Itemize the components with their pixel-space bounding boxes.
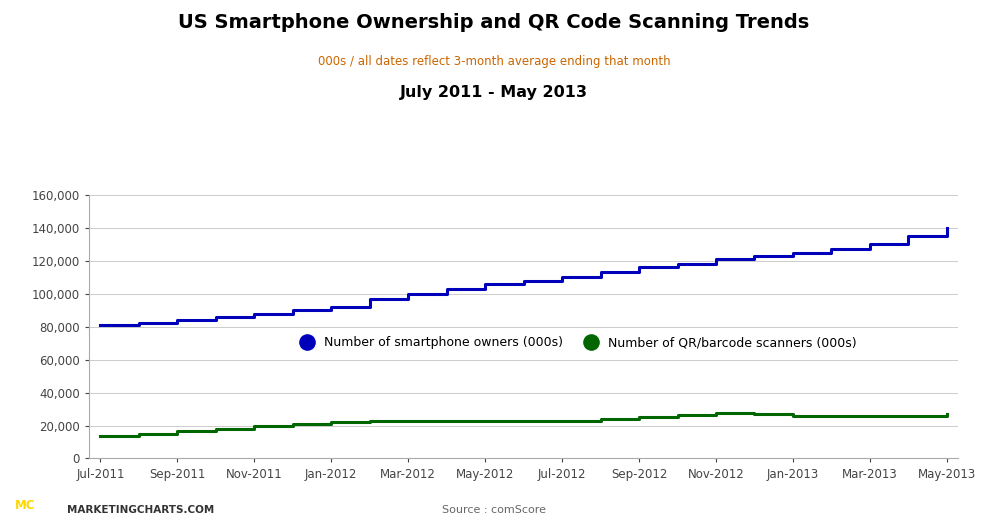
Text: 000s / all dates reflect 3-month average ending that month: 000s / all dates reflect 3-month average… <box>318 55 670 69</box>
Text: US Smartphone Ownership and QR Code Scanning Trends: US Smartphone Ownership and QR Code Scan… <box>179 13 809 32</box>
Text: July 2011 - May 2013: July 2011 - May 2013 <box>400 85 588 100</box>
Legend: Number of smartphone owners (000s), Number of QR/barcode scanners (000s): Number of smartphone owners (000s), Numb… <box>289 331 863 354</box>
Text: MC: MC <box>15 499 36 512</box>
Text: Source : comScore: Source : comScore <box>442 505 546 515</box>
Text: MARKETINGCHARTS.COM: MARKETINGCHARTS.COM <box>67 505 214 515</box>
